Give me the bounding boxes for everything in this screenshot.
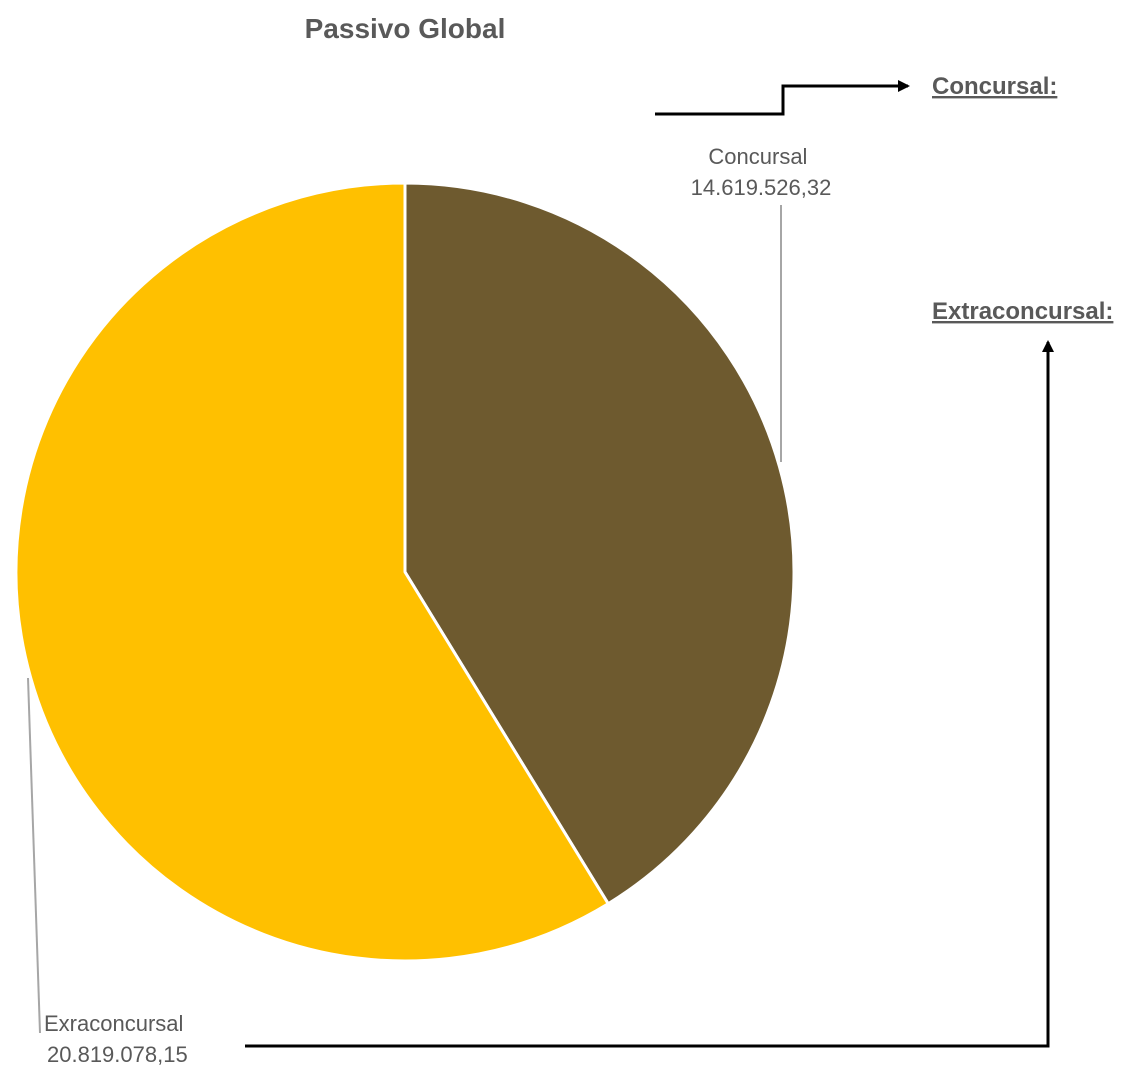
concursal-category-label: Concursal [708,144,807,169]
concursal-connector-arrow [655,80,910,116]
pie-slice-concursal [403,181,796,906]
extraconcursal-connector-arrow [245,340,1054,1048]
concursal-value-label: 14.619.526,32 [691,175,832,200]
exraconcursal-leader-line [27,677,41,1034]
concursal-data-label: Concursal 14.619.526,32 [691,144,832,200]
pie-slice-exraconcursal [14,181,610,963]
chart-title: Passivo Global [305,13,506,44]
extraconcursal-side-label: Extraconcursal: [932,298,1113,325]
pie-slices [14,181,796,963]
exraconcursal-data-label: Exraconcursal 20.819.078,15 [44,1011,190,1067]
exraconcursal-value-label: 20.819.078,15 [47,1042,188,1067]
exraconcursal-category-label: Exraconcursal [44,1011,183,1036]
concursal-side-label: Concursal: [932,73,1057,100]
